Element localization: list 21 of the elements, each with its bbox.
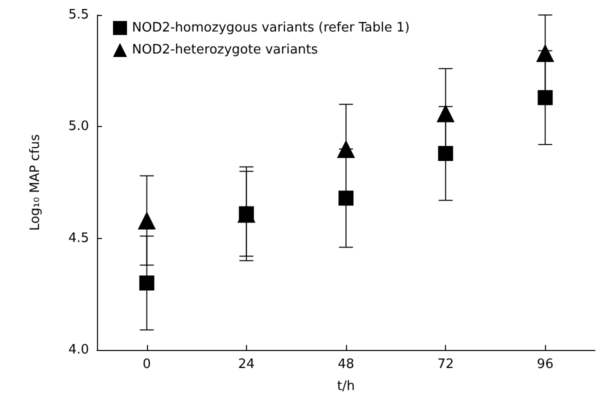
point — [538, 90, 553, 106]
x-tick-label: 0 — [142, 357, 151, 372]
y-tick-label: 5.0 — [68, 119, 89, 134]
y-tick-label: 4.0 — [68, 342, 89, 358]
x-tick-label: 72 — [437, 357, 454, 372]
legend-label: NOD2-heterozygote variants — [132, 42, 318, 58]
point — [536, 44, 554, 62]
y-tick-label: 5.5 — [68, 8, 89, 22]
point — [139, 276, 154, 290]
point — [436, 104, 455, 122]
point — [338, 190, 354, 206]
point — [438, 146, 454, 161]
y-tick-label: 4.5 — [68, 230, 89, 246]
x-tick-label: 96 — [536, 357, 554, 372]
point — [337, 140, 355, 158]
legend-label: NOD2-homozygous variants (refer Table 1) — [132, 20, 410, 36]
x-axis-title: t/h — [337, 379, 355, 394]
x-tick-label: 48 — [338, 357, 354, 372]
point — [138, 211, 156, 230]
x-tick-label: 24 — [238, 357, 255, 372]
y-axis-title: Log₁₀ MAP cfus — [28, 134, 43, 231]
